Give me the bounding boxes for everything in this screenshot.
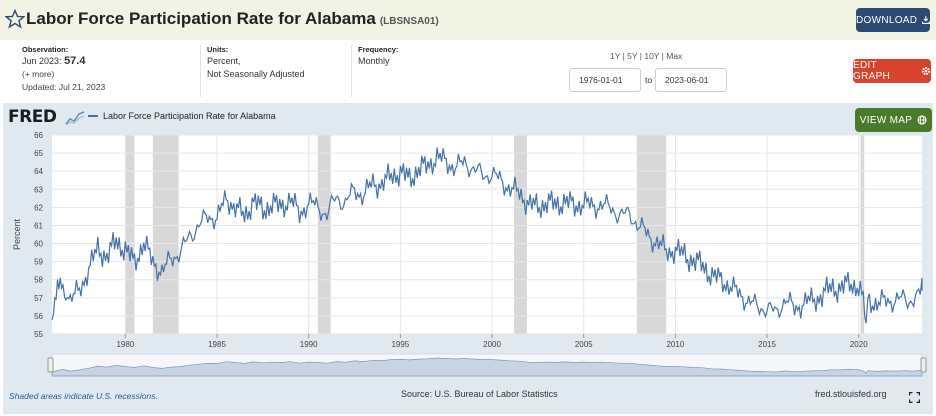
date-to-input[interactable]: 2023-06-01: [655, 68, 727, 92]
navigator-handle-left[interactable]: [47, 357, 54, 373]
series-line: [51, 147, 923, 324]
download-label: DOWNLOAD: [856, 14, 918, 26]
source-note: Source: U.S. Bureau of Labor Statistics: [401, 389, 558, 399]
fred-url[interactable]: fred.stlouisfed.org: [815, 389, 887, 399]
x-tick-label: 1980: [116, 340, 134, 349]
y-tick-label: 62: [34, 203, 43, 212]
y-tick-label: 55: [34, 330, 43, 339]
legend-label: Labor Force Participation Rate for Alaba…: [103, 111, 276, 121]
legend-line-swatch: [88, 115, 98, 117]
observation-date: Jun 2023:: [22, 56, 62, 66]
recession-band: [125, 135, 135, 334]
frequency-value: Monthly: [358, 56, 390, 66]
page-title: Labor Force Participation Rate for Alaba…: [26, 9, 439, 29]
meta-divider: [351, 45, 352, 97]
recession-band: [317, 135, 331, 334]
date-to-label: to: [645, 75, 653, 85]
x-tick-label: 2015: [758, 340, 776, 349]
y-tick-label: 65: [34, 149, 43, 158]
series-title: Labor Force Participation Rate for Alaba…: [26, 9, 376, 28]
y-tick-label: 59: [34, 258, 43, 267]
date-from-input[interactable]: 1976-01-01: [569, 68, 641, 92]
fred-logo-chart-icon: [65, 111, 85, 126]
observation-value: 57.4: [64, 55, 86, 67]
x-axis-ticks: 1980 1985 1990 1995 2000 2005 2010 2015 2020: [116, 334, 868, 349]
y-axis-label: Percent: [12, 218, 22, 250]
series-line-path: [51, 147, 923, 324]
x-tick-label: 1995: [391, 340, 409, 349]
gear-icon: [922, 66, 931, 76]
series-id: (LBSNSA01): [379, 16, 439, 27]
edit-graph-button[interactable]: EDIT GRAPH: [853, 59, 931, 83]
recession-band: [514, 135, 527, 334]
x-tick-label: 2000: [483, 340, 501, 349]
y-tick-label: 58: [34, 276, 43, 285]
x-tick-label: 1985: [208, 340, 226, 349]
download-icon: [922, 16, 930, 25]
recession-band: [152, 135, 179, 334]
x-tick-label: 2005: [575, 340, 593, 349]
y-tick-label: 61: [34, 221, 43, 230]
range-selector[interactable]: 1Y | 5Y | 10Y | Max: [610, 51, 683, 61]
chart-legend: Labor Force Participation Rate for Alaba…: [88, 111, 276, 121]
range-navigator[interactable]: [47, 353, 927, 377]
fred-logo: FRED: [8, 107, 57, 127]
y-tick-label: 56: [34, 312, 43, 321]
observation-block: Observation: Jun 2023: 57.4 (+ more) Upd…: [22, 45, 105, 94]
navigator-handle-right[interactable]: [920, 357, 927, 373]
units-block: Units: Percent, Not Seasonally Adjusted: [207, 45, 305, 81]
units-line-1: Percent,: [207, 56, 241, 66]
x-tick-label: 1990: [300, 340, 318, 349]
recession-band: [860, 135, 865, 334]
y-tick-label: 57: [34, 294, 43, 303]
more-link[interactable]: (+ more): [22, 69, 55, 79]
edit-graph-label: EDIT GRAPH: [853, 60, 891, 82]
download-button[interactable]: DOWNLOAD: [856, 8, 930, 32]
units-label: Units:: [207, 45, 229, 54]
plot-area: [52, 135, 922, 334]
meta-divider: [200, 45, 201, 97]
recession-band: [636, 135, 667, 334]
fullscreen-icon[interactable]: [909, 392, 920, 403]
recession-bands: [125, 135, 865, 334]
line-chart: 55 56 57 58 59 60 61 62 63 64 65 66 1980 1985 1990 199…: [12, 131, 927, 377]
x-tick-label: 2020: [850, 340, 868, 349]
frequency-block: Frequency: Monthly: [358, 45, 398, 68]
recession-note: Shaded areas indicate U.S. recessions.: [9, 391, 158, 401]
y-tick-label: 66: [34, 131, 43, 140]
observation-label: Observation:: [22, 45, 69, 54]
gridlines: [52, 134, 922, 335]
globe-icon: [917, 115, 927, 125]
y-tick-label: 60: [34, 240, 43, 249]
title-bar: [0, 0, 936, 40]
y-axis-ticks: 55 56 57 58 59 60 61 62 63 64 65 66: [34, 131, 43, 339]
star-icon[interactable]: [5, 9, 25, 29]
navigator-area: [51, 357, 923, 377]
y-tick-label: 63: [34, 185, 43, 194]
y-tick-label: 64: [34, 167, 43, 176]
frequency-label: Frequency:: [358, 45, 399, 54]
x-tick-label: 2010: [666, 340, 684, 349]
updated-date: Updated: Jul 21, 2023: [22, 82, 106, 92]
view-map-label: VIEW MAP: [859, 114, 913, 126]
view-map-button[interactable]: VIEW MAP: [855, 108, 932, 132]
units-line-2: Not Seasonally Adjusted: [207, 69, 305, 79]
